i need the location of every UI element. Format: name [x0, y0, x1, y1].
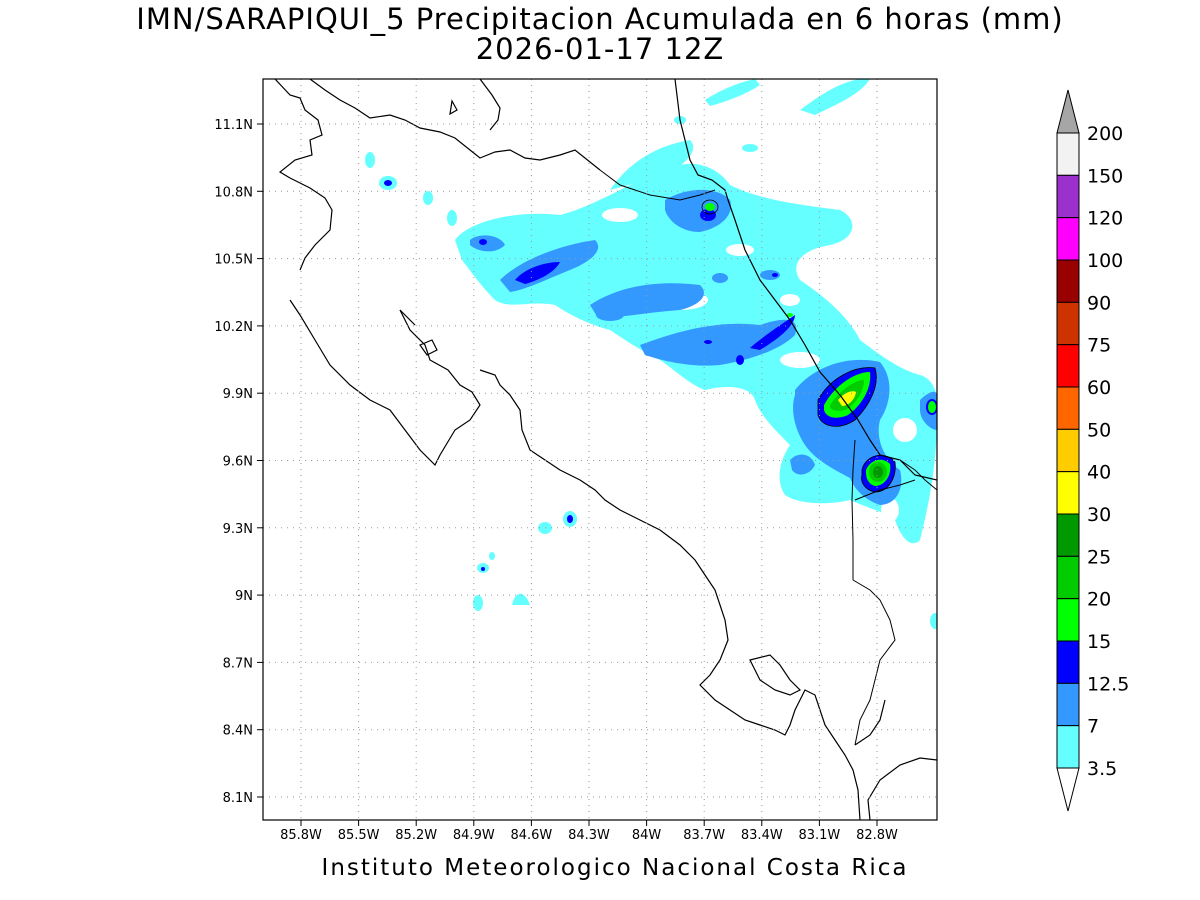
colorbar-swatch	[1056, 640, 1080, 684]
colorbar-swatch	[1056, 682, 1080, 727]
y-tick-label: 10.8N	[214, 185, 253, 200]
colorbar-label: 25	[1087, 546, 1111, 568]
colorbar-label: 15	[1087, 631, 1111, 653]
y-tick-label: 9N	[235, 589, 253, 604]
colorbar-label: 3.5	[1087, 758, 1117, 780]
map-grid	[263, 79, 937, 820]
colorbar-label: 120	[1087, 208, 1123, 230]
colorbar-label: 75	[1087, 335, 1111, 357]
y-tick-label: 10.2N	[214, 320, 253, 335]
colorbar-swatch	[1056, 555, 1080, 600]
x-tick-label: 84.6W	[510, 828, 552, 843]
y-tick-label: 8.1N	[223, 791, 253, 806]
y-tick-label: 9.6N	[223, 455, 253, 470]
colorbar-swatch	[1056, 386, 1080, 430]
colorbar-label: 90	[1087, 292, 1111, 314]
colorbar-label: 20	[1087, 589, 1111, 611]
colorbar-label: 12.5	[1087, 673, 1129, 695]
precip-contours	[701, 199, 896, 493]
colorbar-label: 40	[1087, 462, 1111, 484]
colorbar-swatch	[1056, 301, 1080, 346]
colorbar-swatch	[1056, 513, 1080, 557]
y-axis: 11.1N 10.8N 10.5N 10.2N 9.9N 9.6N 9.3N 9N 8.7N 8.…	[214, 118, 263, 806]
colorbar: 200 150 120 100 90 75 60 50 40 30 25 20 15 12.5 7 3.5	[1056, 89, 1129, 812]
x-tick-label: 85.5W	[338, 828, 380, 843]
y-tick-label: 9.9N	[223, 387, 253, 402]
x-axis: 85.8W 85.5W 85.2W 84.9W 84.6W 84.3W 84W 83.7W 83…	[280, 820, 898, 843]
y-tick-label: 8.4N	[223, 724, 253, 739]
x-tick-label: 83.7W	[683, 828, 725, 843]
map-date: 2026-01-17 12Z	[475, 32, 725, 66]
x-tick-label: 85.2W	[395, 828, 437, 843]
y-tick-label: 10.5N	[214, 253, 253, 268]
colorbar-label: 150	[1087, 165, 1123, 187]
colorbar-swatch	[1056, 132, 1080, 176]
x-tick-label: 83.1W	[798, 828, 840, 843]
y-tick-label: 8.7N	[223, 656, 253, 671]
x-tick-label: 84.9W	[453, 828, 495, 843]
colorbar-swatch	[1056, 598, 1080, 642]
colorbar-swatch	[1056, 344, 1080, 388]
precip-layer-25	[873, 466, 883, 478]
y-tick-label: 9.3N	[223, 522, 253, 537]
colorbar-swatch	[1056, 471, 1080, 515]
colorbar-label: 200	[1087, 123, 1123, 145]
colorbar-label: 100	[1087, 250, 1123, 272]
precip-layer-30	[838, 391, 856, 406]
map-title: IMN/SARAPIQUI_5 Precipitacion Acumulada …	[136, 2, 1064, 36]
y-tick-label: 11.1N	[214, 118, 253, 133]
colorbar-label: 50	[1087, 419, 1111, 441]
x-tick-label: 84W	[632, 828, 662, 843]
x-tick-label: 82.8W	[856, 828, 898, 843]
colorbar-swatch	[1056, 725, 1080, 769]
x-tick-label: 83.4W	[741, 828, 783, 843]
colorbar-over-triangle	[1056, 89, 1080, 134]
colorbar-label: 60	[1087, 377, 1111, 399]
x-tick-label: 84.3W	[568, 828, 610, 843]
x-tick-label: 85.8W	[280, 828, 322, 843]
colorbar-swatch	[1056, 174, 1080, 219]
map-frame	[262, 78, 938, 821]
colorbar-swatch	[1056, 217, 1080, 261]
colorbar-label: 30	[1087, 504, 1111, 526]
colorbar-swatch	[1056, 428, 1080, 473]
colorbar-swatch	[1056, 259, 1080, 303]
colorbar-under-triangle	[1056, 767, 1080, 812]
colorbar-label: 7	[1087, 716, 1099, 738]
footer-credit: Instituto Meteorologico Nacional Costa R…	[321, 855, 909, 881]
